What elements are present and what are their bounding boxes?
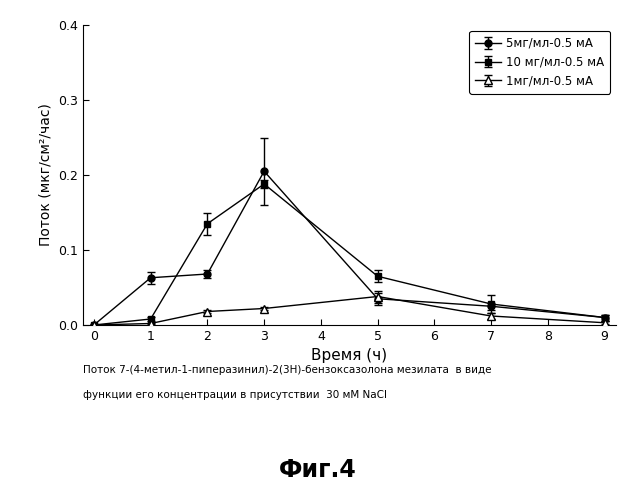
Text: Поток 7-(4-метил-1-пиперазинил)-2(3Н)-бензоксазолона мезилата  в виде: Поток 7-(4-метил-1-пиперазинил)-2(3Н)-бе… <box>83 365 491 375</box>
Text: функции его концентрации в присутствии  30 мМ NaCl: функции его концентрации в присутствии 3… <box>83 390 387 400</box>
Y-axis label: Поток (мкг/см²/час): Поток (мкг/см²/час) <box>38 104 52 247</box>
Text: Фиг.4: Фиг.4 <box>279 458 356 482</box>
Legend: 5мг/мл-0.5 мА, 10 мг/мл-0.5 мА, 1мг/мл-0.5 мА: 5мг/мл-0.5 мА, 10 мг/мл-0.5 мА, 1мг/мл-0… <box>469 31 610 94</box>
X-axis label: Время (ч): Время (ч) <box>311 348 387 364</box>
